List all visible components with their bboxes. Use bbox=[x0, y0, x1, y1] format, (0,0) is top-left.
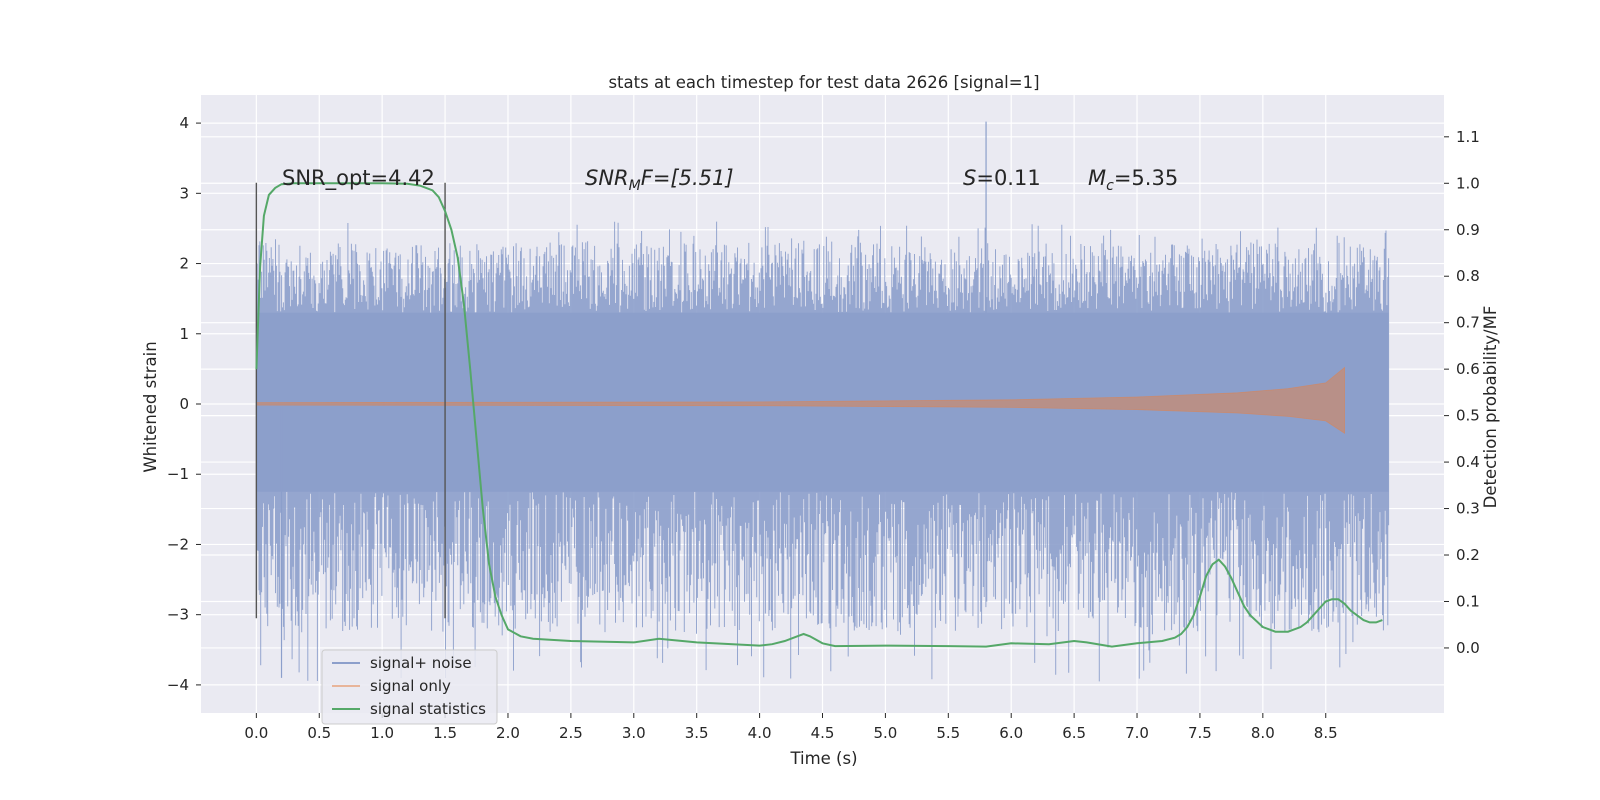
y-axis-right-ticks: 1.1 1.0 0.9 0.8 0.7 0.6 0.5 0.4 0.3 0.2 0.1 0.0 bbox=[1444, 128, 1480, 657]
x-tick-label: 4.0 bbox=[748, 724, 772, 742]
x-axis-label: Time (s) bbox=[789, 749, 857, 768]
y-right-tick-label: 0.4 bbox=[1456, 453, 1480, 471]
x-tick-label: 3.0 bbox=[622, 724, 646, 742]
y-left-tick-label: 1 bbox=[179, 325, 189, 343]
y-left-tick-label: −1 bbox=[167, 465, 189, 483]
x-axis-ticks: 0.0 0.5 1.0 1.5 2.0 2.5 3.0 3.5 4.0 4.5 5.0 5.5 6.0 6… bbox=[244, 713, 1338, 742]
y-right-tick-label: 0.3 bbox=[1456, 500, 1480, 518]
y-right-tick-label: 0.7 bbox=[1456, 314, 1480, 332]
vertical-markers bbox=[255, 182, 446, 619]
x-tick-label: 8.0 bbox=[1251, 724, 1275, 742]
y-axis-left-label: Whitened strain bbox=[141, 341, 160, 472]
annotation-snr-opt: SNR_opt=4.42 bbox=[282, 166, 435, 191]
legend-label-signal-statistics: signal statistics bbox=[370, 700, 486, 718]
annotation-snr-mf: SNRMF=[5.51] bbox=[585, 166, 734, 194]
y-left-tick-label: −4 bbox=[167, 676, 189, 694]
y-right-tick-label: 0.8 bbox=[1456, 267, 1480, 285]
snr-mf-rest: F=[5.51] bbox=[641, 166, 734, 190]
x-tick-label: 5.0 bbox=[873, 724, 897, 742]
x-tick-label: 4.5 bbox=[811, 724, 835, 742]
y-right-tick-label: 0.5 bbox=[1456, 407, 1480, 425]
x-tick-label: 1.5 bbox=[433, 724, 457, 742]
x-tick-label: 7.5 bbox=[1188, 724, 1212, 742]
y-right-tick-label: 0.6 bbox=[1456, 360, 1480, 378]
legend-label-signal-noise: signal+ noise bbox=[370, 654, 472, 672]
x-tick-label: 8.5 bbox=[1314, 724, 1338, 742]
y-right-tick-label: 0.9 bbox=[1456, 221, 1480, 239]
y-right-tick-label: 1.1 bbox=[1456, 128, 1480, 146]
annotation-mc: Mc=5.35 bbox=[1088, 166, 1178, 194]
legend-label-signal-only: signal only bbox=[370, 677, 451, 695]
legend-box bbox=[321, 649, 498, 725]
x-tick-label: 3.5 bbox=[685, 724, 709, 742]
mc-sub: c bbox=[1106, 178, 1114, 194]
y-left-tick-label: 4 bbox=[179, 114, 189, 132]
s-var: S bbox=[963, 166, 976, 190]
mc-var: M bbox=[1088, 166, 1106, 190]
series-signal-statistics bbox=[255, 182, 1383, 648]
y-left-tick-label: 3 bbox=[179, 184, 189, 202]
snr-mf-sub: M bbox=[629, 178, 641, 194]
x-tick-label: 2.5 bbox=[559, 724, 583, 742]
y-left-tick-label: 2 bbox=[179, 255, 189, 273]
y-right-tick-label: 1.0 bbox=[1456, 174, 1480, 192]
x-tick-label: 6.5 bbox=[1062, 724, 1086, 742]
series-signal-only bbox=[255, 366, 1345, 434]
annotation-s: S=0.11 bbox=[963, 166, 1041, 190]
mc-rest: =5.35 bbox=[1114, 166, 1178, 190]
x-tick-label: 0.0 bbox=[244, 724, 268, 742]
chart-title: stats at each timestep for test data 262… bbox=[608, 73, 1039, 92]
x-tick-label: 6.0 bbox=[999, 724, 1023, 742]
legend: signal+ noise signal only signal statist… bbox=[321, 649, 498, 725]
s-rest: =0.11 bbox=[976, 166, 1040, 190]
y-left-tick-label: −2 bbox=[167, 535, 189, 553]
x-tick-label: 2.0 bbox=[496, 724, 520, 742]
statistics-line bbox=[255, 182, 1383, 648]
x-tick-label: 0.5 bbox=[307, 724, 331, 742]
y-left-tick-label: 0 bbox=[179, 395, 189, 413]
y-axis-right-label: Detection probability/MF bbox=[1481, 306, 1500, 509]
x-tick-label: 5.5 bbox=[936, 724, 960, 742]
y-right-tick-label: 0.2 bbox=[1456, 546, 1480, 564]
y-right-tick-label: 0.1 bbox=[1456, 592, 1480, 610]
y-axis-left-ticks: 4 3 2 1 0 −1 −2 −3 −4 bbox=[167, 114, 201, 694]
x-tick-label: 7.0 bbox=[1125, 724, 1149, 742]
x-tick-label: 1.0 bbox=[370, 724, 394, 742]
snr-mf-base: SNR bbox=[585, 166, 629, 190]
y-right-tick-label: 0.0 bbox=[1456, 639, 1480, 657]
signal-envelope bbox=[255, 366, 1345, 434]
y-left-tick-label: −3 bbox=[167, 606, 189, 624]
